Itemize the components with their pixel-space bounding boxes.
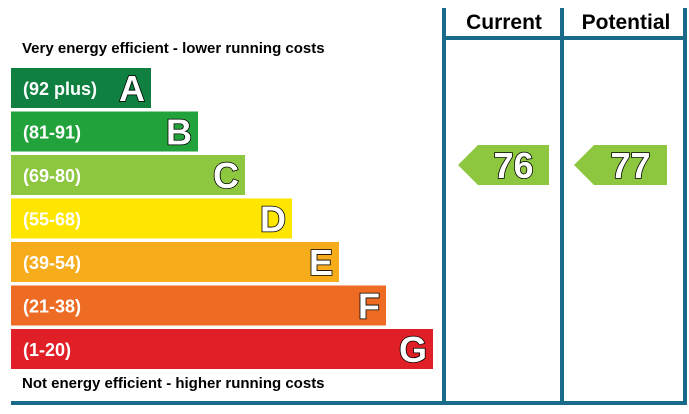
band-letter-c: C — [213, 155, 239, 196]
band-a: (92 plus) A — [11, 67, 151, 110]
band-range-g: (1-20) — [23, 340, 71, 360]
band-range-a: (92 plus) — [23, 79, 97, 99]
band-letter-d: D — [260, 199, 286, 240]
band-c: (69-80) C — [11, 154, 245, 197]
band-g: (1-20) G — [11, 328, 433, 371]
bands-layer: (92 plus) A(81-91) B(69-80) C(55-68) D(39-54… — [11, 67, 433, 371]
header-current: Current — [466, 11, 542, 34]
rating-arrow-potential — [574, 145, 667, 185]
band-range-e: (39-54) — [23, 253, 81, 273]
rating-value-current: 76 — [493, 145, 533, 186]
band-b: (81-91) B — [11, 111, 198, 153]
band-letter-g: G — [399, 329, 427, 370]
band-range-c: (69-80) — [23, 166, 81, 186]
band-e: (39-54) E — [11, 241, 339, 284]
rating-arrow-current — [458, 145, 549, 185]
band-bar-b — [11, 111, 198, 152]
band-range-b: (81-91) — [23, 123, 81, 143]
ratings-layer: 76 77 — [458, 144, 667, 187]
rating-current: 76 — [458, 144, 549, 187]
band-bar-d — [11, 198, 292, 239]
band-d: (55-68) D — [11, 198, 292, 240]
rating-value-potential: 77 — [610, 145, 650, 186]
caption-bottom: Not energy efficient - higher running co… — [22, 375, 325, 392]
header-potential: Potential — [582, 11, 671, 34]
band-bar-f — [11, 285, 386, 326]
band-bar-g — [11, 329, 433, 369]
band-letter-a: A — [119, 68, 145, 109]
band-bar-e — [11, 242, 339, 282]
band-letter-e: E — [309, 242, 333, 283]
rating-potential: 77 — [574, 144, 667, 187]
band-bar-a — [11, 68, 151, 108]
frame-layer — [11, 8, 687, 405]
band-letter-b: B — [166, 112, 192, 153]
caption-top: Very energy efficient - lower running co… — [22, 40, 325, 57]
band-letter-f: F — [358, 286, 380, 327]
band-f: (21-38) F — [11, 285, 386, 327]
band-range-d: (55-68) — [23, 210, 81, 230]
band-bar-c — [11, 155, 245, 195]
band-range-f: (21-38) — [23, 297, 81, 317]
